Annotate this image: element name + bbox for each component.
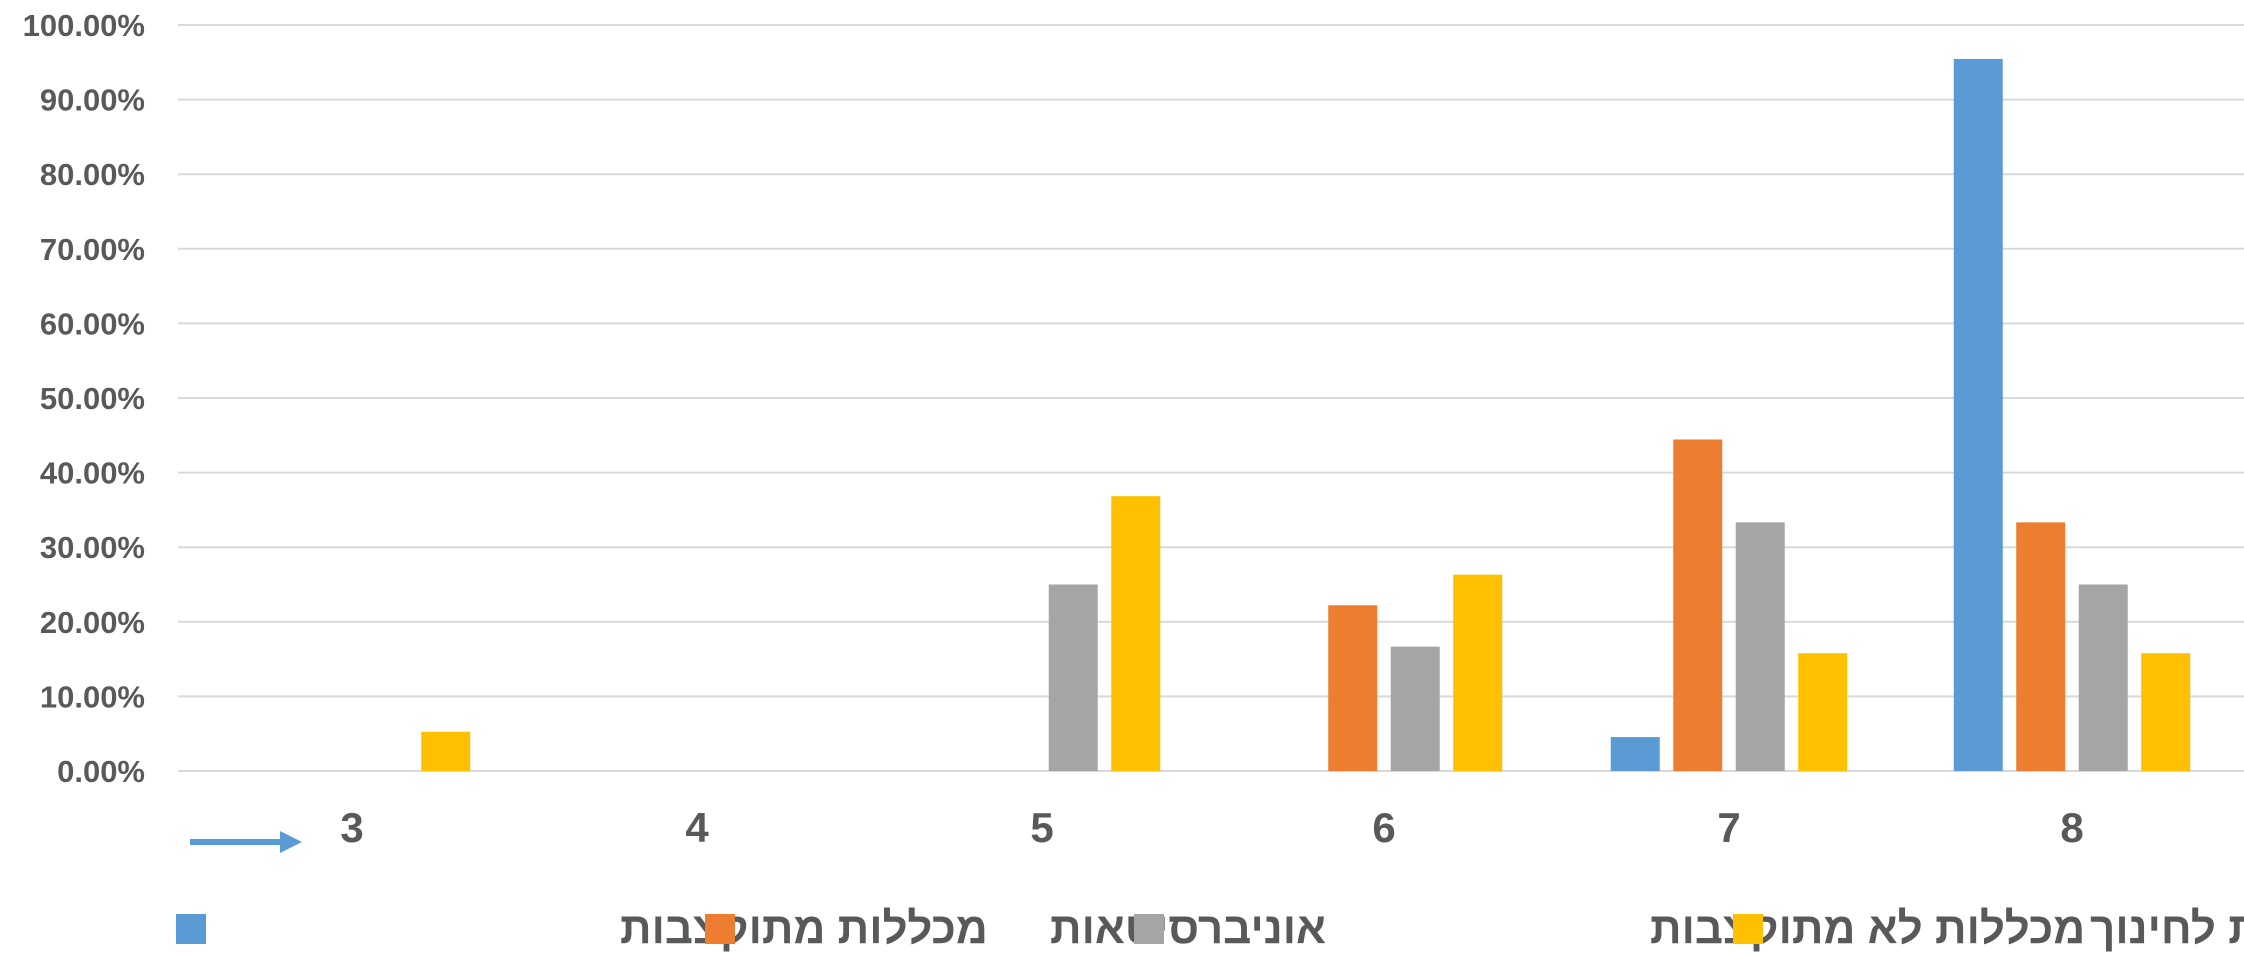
bar	[2141, 653, 2191, 771]
y-tick-label: 100.00%	[23, 8, 145, 43]
y-tick-label: 50.00%	[40, 381, 145, 416]
y-tick-label: 60.00%	[40, 306, 145, 341]
bar	[1673, 439, 1723, 771]
bar	[1953, 58, 2003, 772]
bar	[1048, 584, 1098, 771]
gridlines	[178, 24, 2244, 772]
legend-label: מכללות מתוקצבות	[620, 904, 988, 953]
y-tick-label: 90.00%	[40, 83, 145, 118]
y-tick-label: 70.00%	[40, 232, 145, 267]
legend-marker	[176, 914, 206, 944]
x-tick-label: 6	[1372, 804, 1395, 851]
legend-label: מכללות לחינוך	[2090, 904, 2244, 953]
bar	[421, 731, 471, 771]
x-axis-ticks: 3 4 5 6 7 8	[340, 804, 2083, 851]
y-tick-label: 10.00%	[40, 679, 145, 714]
bar	[1328, 605, 1378, 771]
y-tick-label: 40.00%	[40, 456, 145, 491]
bar	[1798, 653, 1848, 771]
legend-marker	[705, 914, 735, 944]
legend: מכללות מתוקצבות אוניברסיטאות מכללות לא מתו…	[176, 904, 2244, 953]
y-tick-label: 30.00%	[40, 530, 145, 565]
x-tick-label: 7	[1717, 804, 1740, 851]
arrow-right-icon	[190, 831, 302, 853]
x-tick-label: 3	[340, 804, 363, 851]
y-tick-label: 80.00%	[40, 157, 145, 192]
x-tick-label: 5	[1030, 804, 1053, 851]
legend-label: מכללות לא מתוקצבות	[1650, 904, 2085, 953]
y-tick-label: 0.00%	[57, 754, 145, 789]
bar	[2016, 522, 2066, 771]
x-tick-label: 4	[685, 804, 709, 851]
legend-label: אוניברסיטאות	[1050, 904, 1326, 953]
bar	[1453, 574, 1503, 771]
y-tick-label: 20.00%	[40, 605, 145, 640]
bar	[1610, 737, 1660, 771]
bars	[421, 58, 2191, 772]
bar	[1390, 646, 1440, 771]
x-tick-label: 8	[2060, 804, 2083, 851]
bar	[1111, 496, 1161, 771]
legend-marker	[1134, 914, 1164, 944]
bar	[1735, 522, 1785, 771]
bar	[2078, 584, 2128, 771]
y-axis-ticks: 0.00% 10.00% 20.00% 30.00% 40.00% 50.00% 60.00…	[23, 8, 145, 789]
legend-marker	[1733, 914, 1763, 944]
